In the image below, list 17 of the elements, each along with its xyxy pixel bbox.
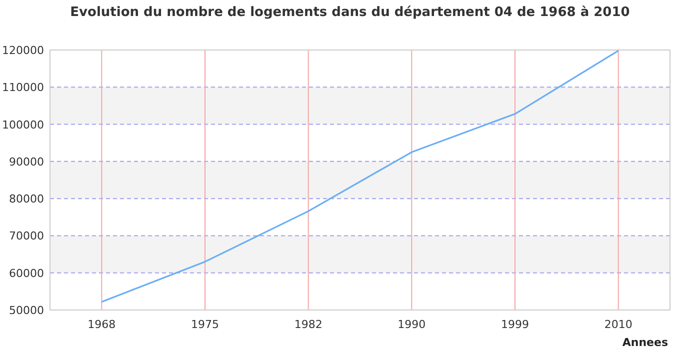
y-tick-label: 100000 xyxy=(2,118,44,132)
y-tick-label: 80000 xyxy=(9,192,44,206)
y-tick-label: 70000 xyxy=(9,230,44,243)
chart-title: Evolution du nombre de logements dans du département 04 de 1968 à 2010 xyxy=(70,5,630,20)
y-tick-label: 120000 xyxy=(2,44,44,57)
x-axis-title: Annees xyxy=(622,336,668,349)
y-tick-label: 110000 xyxy=(2,81,44,94)
line-series xyxy=(100,50,620,303)
x-tick-label: 1968 xyxy=(88,318,116,331)
x-tick-label: 1999 xyxy=(501,318,529,331)
y-tick-label: 50000 xyxy=(9,304,44,317)
x-tick-label: 1990 xyxy=(398,318,426,331)
y-tick-label: 90000 xyxy=(9,155,44,168)
x-tick-label: 1982 xyxy=(294,318,322,331)
x-tick-label: 2010 xyxy=(604,318,632,331)
x-tick-label: 1975 xyxy=(191,318,219,331)
y-tick-label: 60000 xyxy=(9,266,44,280)
